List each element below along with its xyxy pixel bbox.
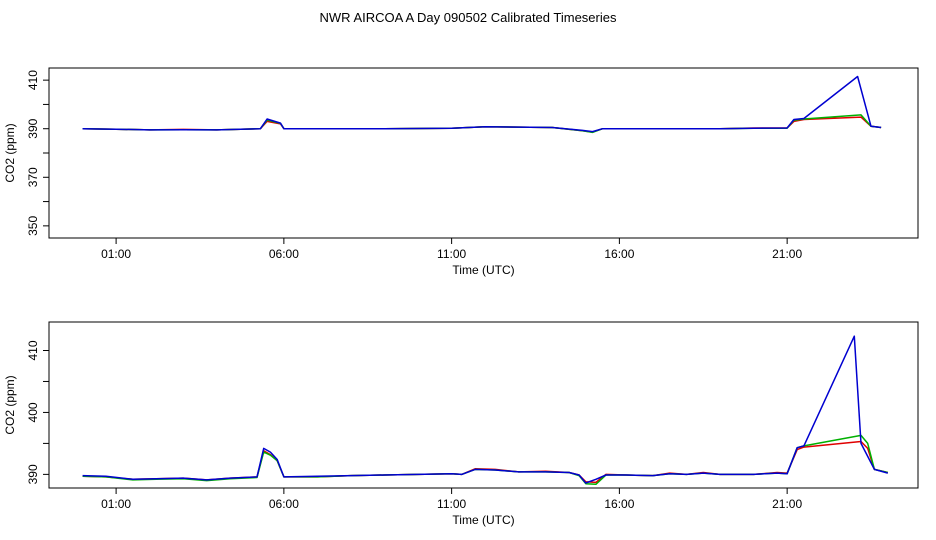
series-line-red (82, 440, 888, 484)
x-tick-label: 16:00 (604, 497, 634, 511)
x-tick-label: 06:00 (269, 247, 299, 261)
x-tick-label: 06:00 (269, 497, 299, 511)
y-tick-label: 370 (26, 167, 40, 187)
plot-frame (48, 321, 919, 489)
x-axis-label: Time (UTC) (452, 263, 514, 277)
bottom-panel: 01:00 06:00 11:00 16:00 21:00 Time (UTC) 390 40… (3, 321, 919, 527)
series-line-green (82, 434, 888, 486)
y-tick-label: 390 (26, 464, 40, 484)
chart-title: NWR AIRCOA A Day 090502 Calibrated Times… (320, 10, 617, 25)
y-axis-label: CO2 (ppm) (3, 375, 17, 434)
x-tick-label: 21:00 (772, 247, 802, 261)
x-tick-label: 11:00 (437, 247, 466, 261)
plot-frame (48, 67, 919, 239)
x-tick-label: 21:00 (772, 497, 802, 511)
y-tick-label: 390 (26, 118, 40, 138)
x-tick-label: 01:00 (101, 497, 131, 511)
y-tick-label: 410 (26, 340, 40, 360)
top-panel: 01:00 06:00 11:00 16:00 21:00 Time (UTC) 350 37… (3, 67, 919, 277)
x-tick-label: 16:00 (604, 247, 634, 261)
series-line-blue (82, 75, 882, 133)
y-tick-label: 410 (26, 70, 40, 90)
y-tick-label: 350 (26, 216, 40, 236)
y-tick-label: 400 (26, 402, 40, 422)
x-axis-label: Time (UTC) (452, 513, 514, 527)
series-line-blue (82, 335, 888, 484)
y-axis-label: CO2 (ppm) (3, 123, 17, 182)
x-tick-label: 01:00 (101, 247, 131, 261)
x-tick-label: 11:00 (437, 497, 466, 511)
